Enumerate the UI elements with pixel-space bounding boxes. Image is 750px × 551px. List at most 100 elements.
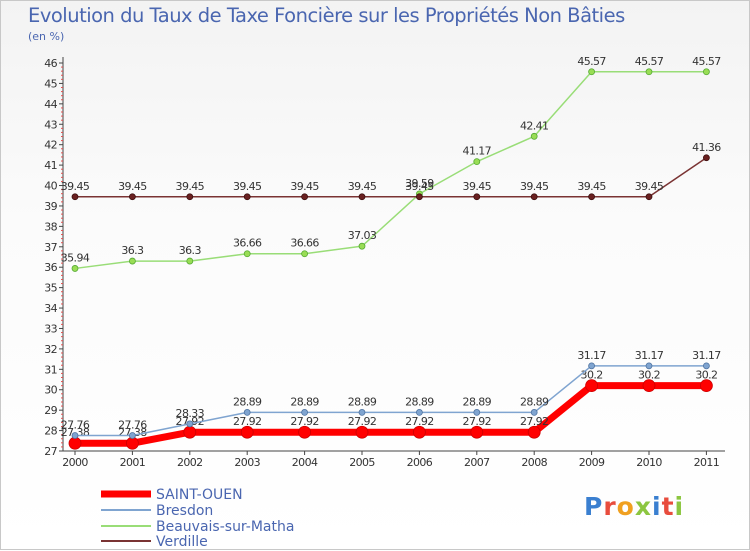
data-point — [642, 379, 656, 393]
proxiti-logo: Proxiti — [584, 492, 684, 521]
y-tick-label: 29 — [44, 404, 57, 417]
data-point — [240, 425, 254, 439]
data-label: 45.57 — [635, 55, 664, 68]
series-saint-ouen: 27.3827.3827.9227.9227.9227.9227.9227.92… — [61, 369, 718, 450]
y-tick-label: 45 — [44, 77, 57, 90]
x-tick-label: 2007 — [464, 456, 490, 469]
data-label: 39.45 — [520, 180, 549, 193]
data-point — [703, 362, 710, 370]
data-point — [530, 409, 538, 416]
x-tick-label: 2000 — [62, 456, 88, 469]
y-tick-label: 46 — [44, 57, 57, 70]
data-label: 45.57 — [577, 55, 606, 68]
data-point — [588, 68, 595, 76]
data-point — [243, 193, 251, 201]
data-label: 27.76 — [118, 418, 147, 431]
data-point — [243, 409, 251, 416]
data-label: 36.66 — [233, 237, 262, 250]
data-label: 27.92 — [348, 415, 377, 428]
data-point — [355, 425, 369, 439]
x-tick-label: 2004 — [292, 456, 318, 469]
y-tick-label: 36 — [44, 261, 57, 274]
legend-item: SAINT-OUEN — [101, 487, 243, 503]
x-tick-label: 2001 — [120, 456, 146, 469]
data-label: 28.33 — [176, 407, 205, 420]
data-label: 41.17 — [463, 145, 492, 158]
data-point — [71, 432, 79, 439]
series-layer: 27.3827.3827.9227.9227.9227.9227.9227.92… — [61, 55, 722, 450]
data-point — [470, 425, 484, 439]
data-label: 36.3 — [121, 244, 144, 257]
legend-label: Verdille — [156, 534, 208, 550]
data-point — [298, 425, 312, 439]
legend-item: Verdille — [101, 534, 208, 550]
data-point — [585, 379, 598, 393]
series-beauvais-sur-matha: 35.94 36.3 36.3 36.66 36.66 37.03 39.59 41.17 42… — [61, 55, 722, 272]
data-point — [358, 409, 366, 416]
data-label: 37.03 — [348, 229, 377, 242]
data-point — [128, 432, 136, 439]
data-point — [645, 362, 653, 370]
data-label: 39.45 — [635, 180, 664, 193]
data-point — [588, 362, 595, 370]
data-label: 39.45 — [463, 180, 492, 193]
data-label: 27.92 — [290, 415, 319, 428]
data-point — [700, 379, 713, 393]
data-point — [128, 193, 136, 201]
data-point — [415, 409, 423, 416]
series-line — [75, 157, 707, 198]
data-point — [128, 257, 136, 265]
data-point — [186, 193, 194, 201]
x-tick-label: 2005 — [349, 456, 375, 469]
data-label: 39.45 — [290, 180, 319, 193]
data-point — [301, 250, 309, 258]
logo-letter: P — [584, 492, 604, 521]
series-bresdon: 27.76 27.76 28.33 28.89 28.89 28.89 28.89 28.89… — [61, 349, 722, 439]
data-label: 30.2 — [581, 369, 603, 382]
y-tick-label: 32 — [44, 343, 57, 356]
y-tick-label: 42 — [44, 139, 57, 152]
series-line — [75, 382, 707, 447]
data-label: 30.2 — [695, 369, 717, 382]
data-label: 27.92 — [405, 415, 434, 428]
data-label: 31.17 — [692, 349, 721, 362]
x-tick-label: 2002 — [177, 456, 203, 469]
y-tick-label: 43 — [44, 118, 57, 131]
data-label: 27.76 — [61, 418, 90, 431]
data-label: 39.45 — [577, 180, 606, 193]
data-point — [527, 425, 541, 439]
data-label: 39.45 — [118, 180, 147, 193]
y-tick-label: 40 — [44, 180, 57, 193]
y-unit-label: (en %) — [28, 30, 65, 43]
legend-label: Bresdon — [156, 503, 213, 519]
legend-label: Beauvais-sur-Matha — [156, 519, 294, 535]
logo-letter: x — [634, 492, 652, 521]
y-tick-label: 37 — [44, 241, 57, 254]
data-label: 28.89 — [520, 395, 549, 408]
data-label: 30.2 — [638, 369, 660, 382]
legend-item: Beauvais-sur-Matha — [101, 519, 294, 535]
data-label: 39.45 — [233, 180, 262, 193]
y-tick-label: 38 — [44, 220, 57, 233]
data-label: 27.92 — [520, 415, 549, 428]
data-point — [71, 193, 79, 201]
data-point — [358, 193, 366, 201]
data-label: 31.17 — [577, 349, 606, 362]
x-tick-label: 2008 — [521, 456, 547, 469]
data-label: 39.45 — [176, 180, 205, 193]
data-label: 39.45 — [61, 180, 90, 193]
data-label: 28.89 — [290, 395, 319, 408]
y-tick-label: 27 — [44, 445, 57, 458]
data-label: 28.89 — [233, 395, 262, 408]
chart-title: Evolution du Taux de Taxe Foncière sur l… — [28, 4, 625, 27]
logo-letter: t — [661, 492, 675, 521]
data-label: 27.92 — [463, 415, 492, 428]
data-point — [243, 250, 251, 258]
legend-label: SAINT-OUEN — [156, 487, 243, 503]
data-point — [703, 154, 710, 162]
data-label: 27.92 — [233, 415, 262, 428]
series-line — [75, 365, 707, 437]
data-label: 36.3 — [179, 244, 202, 257]
